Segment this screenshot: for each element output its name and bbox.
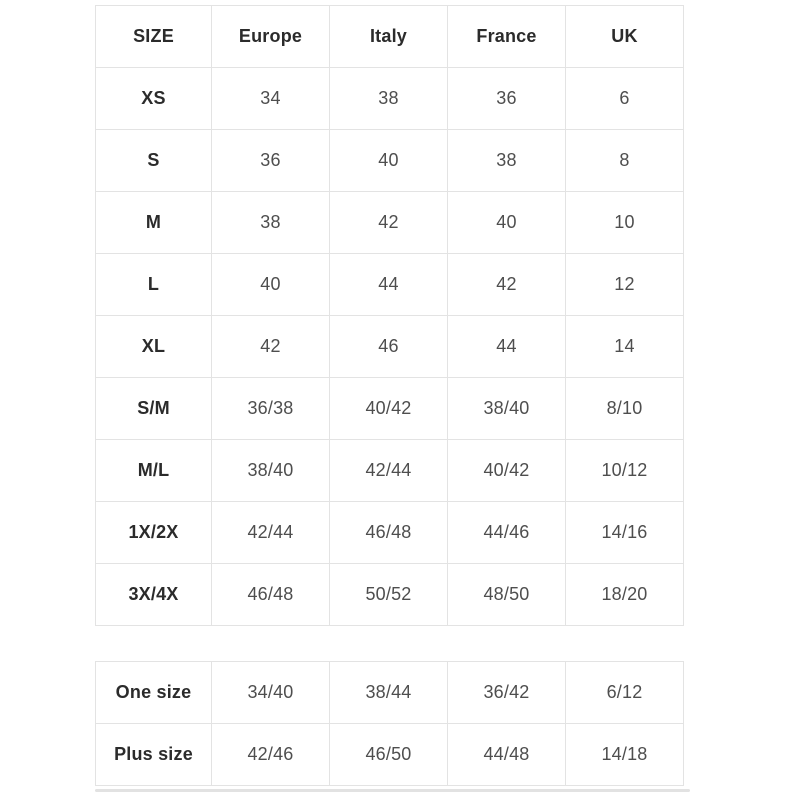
size-conversion-chart: SIZE Europe Italy France UK XS 34 38 36 6 S 36 40 38… xyxy=(95,5,691,792)
size-value: 40 xyxy=(211,253,330,316)
size-value: 38/40 xyxy=(447,377,566,440)
size-value: 14 xyxy=(565,315,684,378)
size-value: 34/40 xyxy=(211,661,330,724)
row-label: L xyxy=(95,253,212,316)
size-value: 12 xyxy=(565,253,684,316)
size-value: 38/40 xyxy=(211,439,330,502)
size-value: 42/46 xyxy=(211,723,330,786)
table-row: 3X/4X 46/48 50/52 48/50 18/20 xyxy=(95,563,684,626)
size-value: 14/18 xyxy=(565,723,684,786)
size-value: 36/38 xyxy=(211,377,330,440)
row-label: 3X/4X xyxy=(95,563,212,626)
size-value: 14/16 xyxy=(565,501,684,564)
size-value: 36 xyxy=(447,67,566,130)
size-value: 10/12 xyxy=(565,439,684,502)
size-value: 44 xyxy=(447,315,566,378)
table-row: XL 42 46 44 14 xyxy=(95,315,684,378)
size-value: 40 xyxy=(447,191,566,254)
size-value: 40 xyxy=(329,129,448,192)
size-value: 40/42 xyxy=(329,377,448,440)
row-label: M/L xyxy=(95,439,212,502)
column-header: Europe xyxy=(211,5,330,68)
special-size-table-body: One size 34/40 38/44 36/42 6/12 Plus size 42/4… xyxy=(95,661,684,786)
row-label: Plus size xyxy=(95,723,212,786)
row-label: XS xyxy=(95,67,212,130)
size-value: 38 xyxy=(447,129,566,192)
table-row: M/L 38/40 42/44 40/42 10/12 xyxy=(95,439,684,502)
table-row: M 38 42 40 10 xyxy=(95,191,684,254)
special-size-table: One size 34/40 38/44 36/42 6/12 Plus size 42/4… xyxy=(95,661,684,786)
size-value: 42/44 xyxy=(211,501,330,564)
table-row: 1X/2X 42/44 46/48 44/46 14/16 xyxy=(95,501,684,564)
table-row: S 36 40 38 8 xyxy=(95,129,684,192)
size-value: 18/20 xyxy=(565,563,684,626)
size-value: 46/48 xyxy=(329,501,448,564)
size-value: 46/48 xyxy=(211,563,330,626)
table-row: One size 34/40 38/44 36/42 6/12 xyxy=(95,661,684,724)
size-value: 46/50 xyxy=(329,723,448,786)
column-header: France xyxy=(447,5,566,68)
row-label: 1X/2X xyxy=(95,501,212,564)
header-row: SIZE Europe Italy France UK xyxy=(95,5,684,68)
size-value: 48/50 xyxy=(447,563,566,626)
size-value: 6 xyxy=(565,67,684,130)
size-value: 40/42 xyxy=(447,439,566,502)
size-value: 6/12 xyxy=(565,661,684,724)
horizontal-scrollbar[interactable] xyxy=(95,789,690,792)
table-row: S/M 36/38 40/42 38/40 8/10 xyxy=(95,377,684,440)
size-value: 36 xyxy=(211,129,330,192)
size-value: 34 xyxy=(211,67,330,130)
size-value: 42/44 xyxy=(329,439,448,502)
size-value: 50/52 xyxy=(329,563,448,626)
row-label: XL xyxy=(95,315,212,378)
size-value: 46 xyxy=(329,315,448,378)
size-value: 42 xyxy=(211,315,330,378)
size-value: 8/10 xyxy=(565,377,684,440)
row-label: S/M xyxy=(95,377,212,440)
size-value: 38 xyxy=(329,67,448,130)
table-row: Plus size 42/46 46/50 44/48 14/18 xyxy=(95,723,684,786)
row-label: One size xyxy=(95,661,212,724)
column-header: UK xyxy=(565,5,684,68)
column-header: Italy xyxy=(329,5,448,68)
table-row: XS 34 38 36 6 xyxy=(95,67,684,130)
main-size-table: SIZE Europe Italy France UK XS 34 38 36 6 S 36 40 38… xyxy=(95,5,684,626)
size-value: 10 xyxy=(565,191,684,254)
size-value: 8 xyxy=(565,129,684,192)
size-value: 44 xyxy=(329,253,448,316)
size-value: 38/44 xyxy=(329,661,448,724)
row-label: S xyxy=(95,129,212,192)
size-value: 42 xyxy=(329,191,448,254)
size-value: 36/42 xyxy=(447,661,566,724)
main-size-table-body: XS 34 38 36 6 S 36 40 38 8 M 38 42 40 10 L 40 44 42 12 XL 42 4… xyxy=(95,67,684,626)
size-value: 44/48 xyxy=(447,723,566,786)
row-label: M xyxy=(95,191,212,254)
size-value: 42 xyxy=(447,253,566,316)
size-value: 38 xyxy=(211,191,330,254)
table-row: L 40 44 42 12 xyxy=(95,253,684,316)
size-value: 44/46 xyxy=(447,501,566,564)
column-header: SIZE xyxy=(95,5,212,68)
